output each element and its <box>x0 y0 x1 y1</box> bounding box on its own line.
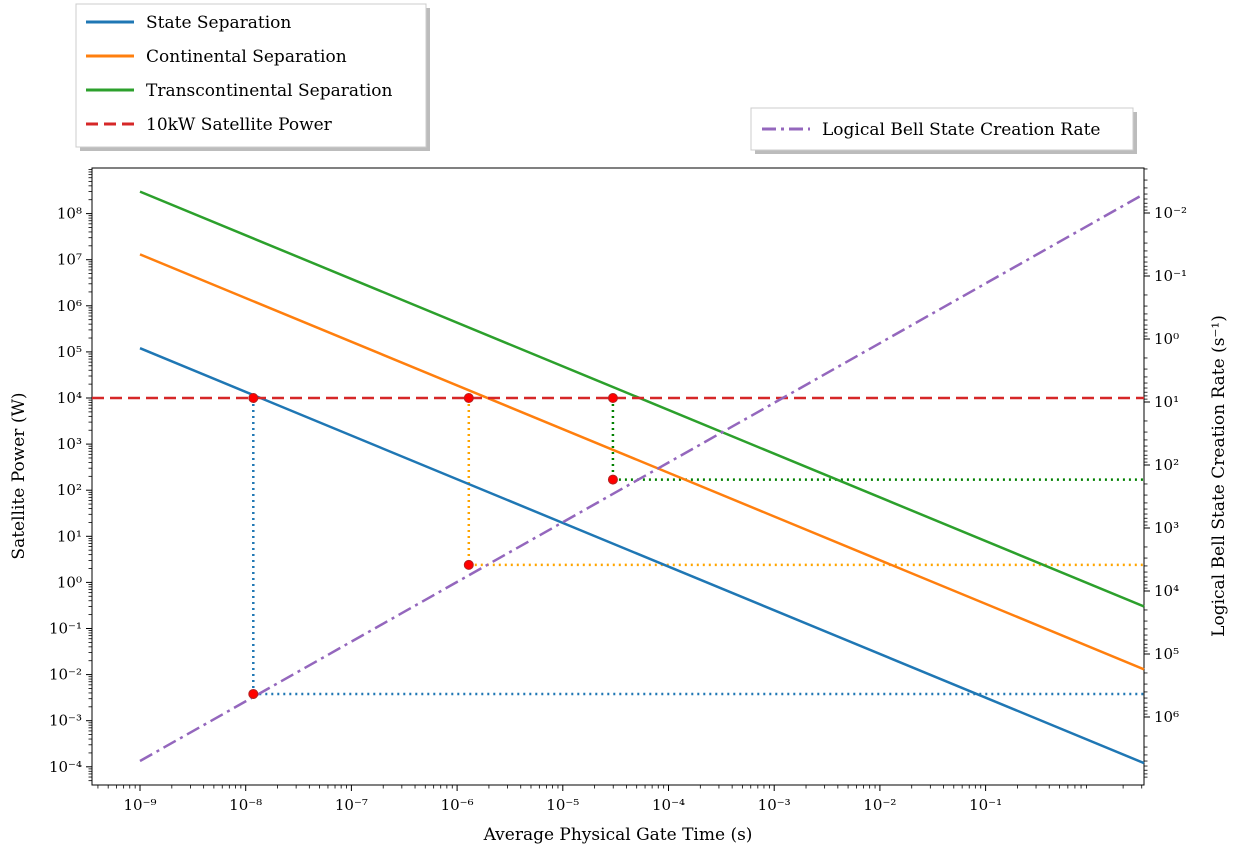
x-tick-label: 10⁻⁸ <box>229 796 262 814</box>
legend-label: State Separation <box>146 13 291 33</box>
legend-label: Logical Bell State Creation Rate <box>822 120 1100 140</box>
legend-secondary-box <box>750 107 1134 151</box>
legend-label: 10kW Satellite Power <box>146 115 333 135</box>
intersection-markers <box>248 393 618 699</box>
y2-tick-label: 10⁻² <box>1154 204 1187 222</box>
x-axis-label: Average Physical Gate Time (s) <box>483 825 753 845</box>
x-tick-label: 10⁻⁵ <box>546 796 579 814</box>
x-axis: 10⁻⁹ 10⁻⁸ 10⁻⁷ 10⁻⁶ 10⁻⁵ 10⁻⁴ 10⁻³ 10⁻² 10⁻¹ <box>97 785 1143 814</box>
y-tick-label: 10⁰ <box>57 573 82 591</box>
y2-tick-label: 10⁵ <box>1154 645 1179 663</box>
legend-main-box <box>75 3 427 148</box>
y2-tick-label: 10⁰ <box>1154 330 1179 348</box>
y2-tick-label: 10⁻¹ <box>1154 267 1187 285</box>
y-tick-label: 10⁻⁴ <box>49 758 82 776</box>
y-tick-label: 10⁶ <box>57 297 82 315</box>
y2-axis-label: Logical Bell State Creation Rate (s⁻¹) <box>1209 315 1229 637</box>
y-axis-right: 10⁻² 10⁻¹ 10⁰ 10¹ 10² 10³ 10⁴ 10⁵ 10⁶ <box>1144 168 1187 778</box>
intersection-marker <box>607 474 618 485</box>
y2-tick-label: 10⁴ <box>1154 582 1179 600</box>
x-tick-label: 10⁻⁷ <box>335 796 368 814</box>
y-tick-label: 10¹ <box>57 527 82 545</box>
series-lines <box>92 190 1145 765</box>
y2-tick-label: 10⁶ <box>1154 708 1179 726</box>
y2-tick-label: 10² <box>1154 456 1179 474</box>
y-tick-label: 10⁴ <box>57 389 82 407</box>
series-line <box>139 347 1145 765</box>
legend-secondary: Logical Bell State Creation Rate <box>750 107 1137 154</box>
y-tick-label: 10⁷ <box>57 251 82 269</box>
intersection-marker <box>463 559 474 570</box>
guide-lines <box>252 398 1144 696</box>
x-tick-label: 10⁻⁹ <box>123 796 156 814</box>
y-tick-label: 10⁸ <box>57 205 82 223</box>
y-tick-label: 10⁻¹ <box>49 620 82 638</box>
y-tick-label: 10⁻³ <box>49 712 82 730</box>
series-line <box>139 192 1145 763</box>
y2-tick-label: 10¹ <box>1154 393 1179 411</box>
x-tick-label: 10⁻⁴ <box>652 796 685 814</box>
x-tick-label: 10⁻³ <box>758 796 791 814</box>
series-line <box>139 253 1145 671</box>
y-tick-label: 10³ <box>57 435 82 453</box>
y-tick-label: 10⁵ <box>57 343 82 361</box>
y2-tick-label: 10³ <box>1154 519 1179 537</box>
legend-label: Transcontinental Separation <box>146 81 393 101</box>
y-axis-left: 10⁻⁴ 10⁻³ 10⁻² 10⁻¹ 10⁰ 10¹ 10² 10³ 10⁴ 10⁵ 10⁶ 10⁷… <box>49 169 92 782</box>
intersection-marker <box>248 393 259 403</box>
intersection-marker <box>607 393 618 403</box>
x-tick-label: 10⁻⁶ <box>441 796 474 814</box>
legend-label: Continental Separation <box>146 47 347 67</box>
intersection-marker <box>463 393 474 403</box>
legend-main: State Separation Continental Separation Tr… <box>75 3 430 151</box>
intersection-marker <box>248 688 259 699</box>
y-tick-label: 10² <box>57 481 82 499</box>
x-tick-label: 10⁻¹ <box>969 796 1002 814</box>
y-tick-label: 10⁻² <box>49 666 82 684</box>
y-axis-label: Satellite Power (W) <box>9 392 29 559</box>
x-tick-label: 10⁻² <box>863 796 896 814</box>
